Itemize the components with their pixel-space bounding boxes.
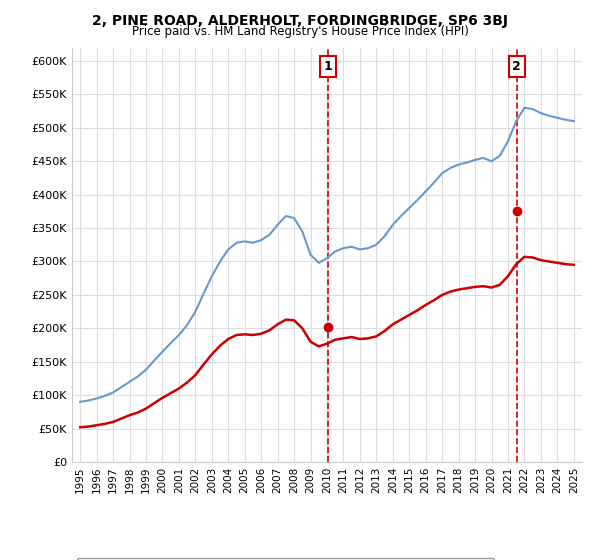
Text: 2, PINE ROAD, ALDERHOLT, FORDINGBRIDGE, SP6 3BJ: 2, PINE ROAD, ALDERHOLT, FORDINGBRIDGE, … <box>92 14 508 28</box>
Text: 1: 1 <box>324 60 332 73</box>
Text: Price paid vs. HM Land Registry's House Price Index (HPI): Price paid vs. HM Land Registry's House … <box>131 25 469 38</box>
Text: 2: 2 <box>512 60 521 73</box>
Legend: 2, PINE ROAD, ALDERHOLT, FORDINGBRIDGE, SP6 3BJ (detached house), HPI: Average p: 2, PINE ROAD, ALDERHOLT, FORDINGBRIDGE, … <box>77 558 494 560</box>
